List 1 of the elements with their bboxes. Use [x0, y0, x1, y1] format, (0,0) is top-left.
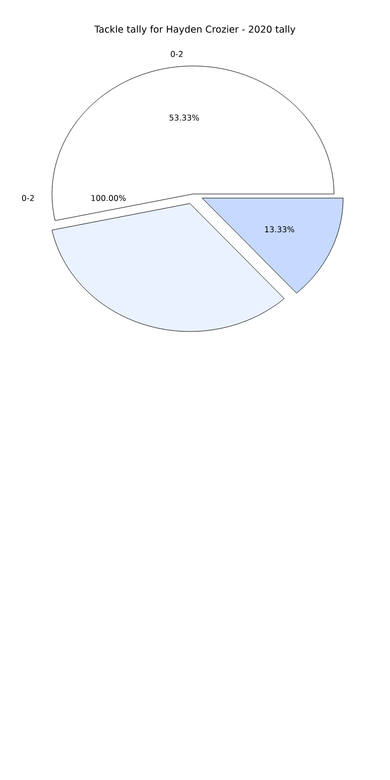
- chart-title: Tackle tally for Hayden Crozier - 2020 tally: [94, 25, 296, 35]
